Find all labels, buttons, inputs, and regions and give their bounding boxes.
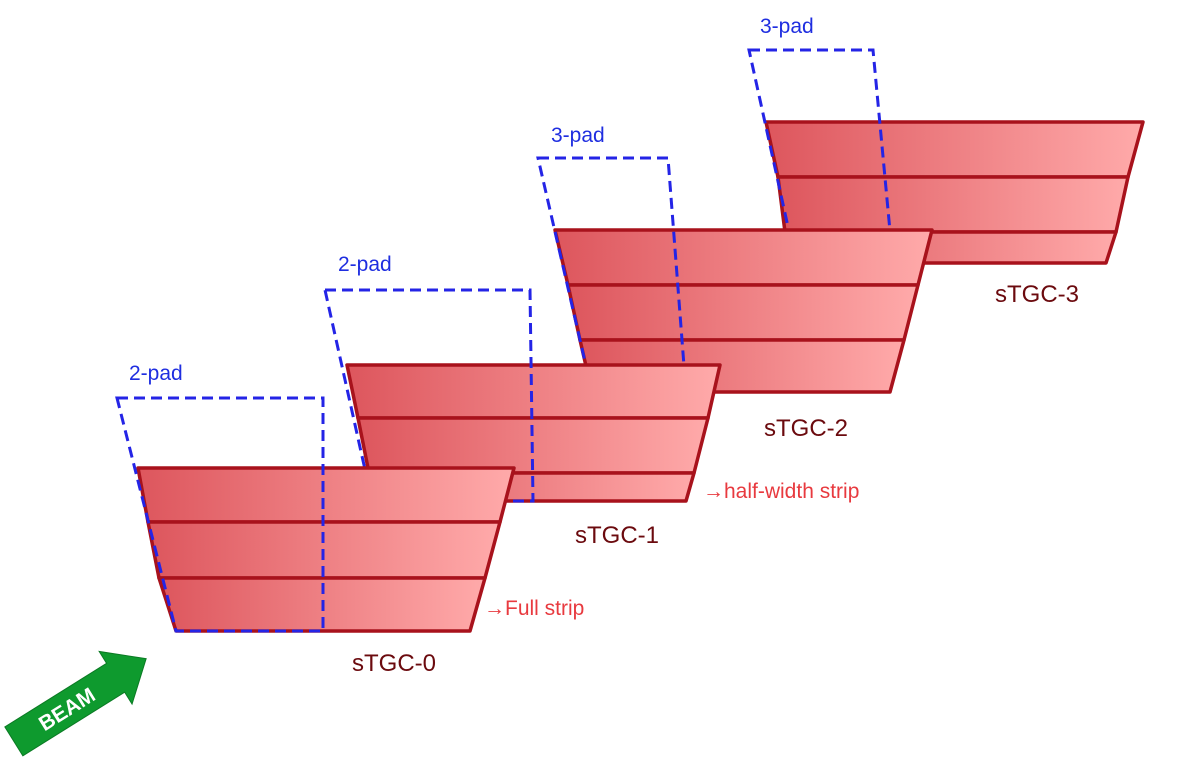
chamber-label-stgc-3: sTGC-3 <box>995 281 1079 308</box>
pad-outline <box>115 396 325 633</box>
strip-row-2 <box>566 283 920 342</box>
pad-label-stgc-2: 3-pad <box>551 124 605 147</box>
chamber-stgc-3 <box>747 48 1145 265</box>
strip-row-1 <box>345 363 722 420</box>
pad-label-stgc-3: 3-pad <box>760 15 814 38</box>
beam-arrow: BEAM <box>4 650 147 757</box>
strip-row-1 <box>764 120 1145 179</box>
chamber-label-stgc-0: sTGC-0 <box>352 650 436 677</box>
pad-outline <box>323 288 535 503</box>
chamber-label-stgc-2: sTGC-2 <box>764 415 848 442</box>
pad-label-stgc-0: 2-pad <box>129 362 183 385</box>
strip-row-1 <box>553 228 934 287</box>
full-strip-annotation: →Full strip <box>484 597 584 620</box>
chamber-label-stgc-1: sTGC-1 <box>575 522 659 549</box>
half-width-strip-annotation: →half-width strip <box>703 480 859 503</box>
strip-row-2 <box>776 175 1130 234</box>
strip-row-1 <box>136 466 516 524</box>
beam-arrow-shape <box>4 650 147 757</box>
chamber-stgc-0 <box>115 396 516 633</box>
pad-label-stgc-1: 2-pad <box>338 253 392 276</box>
chamber-stgc-2 <box>536 156 934 394</box>
